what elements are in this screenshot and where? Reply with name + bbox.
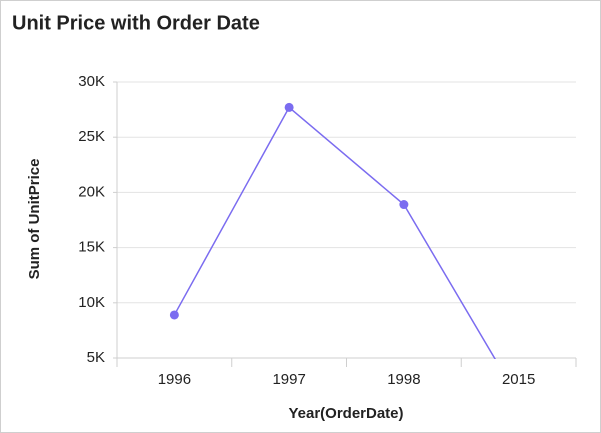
x-tick-label: 1996 bbox=[158, 371, 191, 388]
grid bbox=[113, 81, 577, 367]
data-point bbox=[169, 310, 179, 320]
y-tick-label: 30K bbox=[78, 73, 105, 90]
y-tick-label: 20K bbox=[78, 183, 105, 200]
data-point bbox=[399, 200, 409, 210]
y-tick-label: 10K bbox=[78, 294, 105, 311]
chart-title: Unit Price with Order Date bbox=[12, 12, 260, 34]
x-tick-label: 1998 bbox=[387, 371, 420, 388]
series-line bbox=[173, 106, 496, 359]
y-tick-label: 25K bbox=[78, 128, 105, 145]
data-point bbox=[514, 394, 523, 403]
x-tick-label: 2015 bbox=[502, 371, 535, 388]
x-tick-label: 1997 bbox=[272, 371, 305, 388]
y-axis-title: Sum of UnitPrice bbox=[26, 159, 43, 280]
data-point bbox=[284, 102, 294, 112]
plot-area bbox=[169, 102, 523, 403]
y-tick-label: 5K bbox=[87, 349, 105, 366]
x-axis-title: Year(OrderDate) bbox=[288, 405, 403, 422]
y-tick-label: 15K bbox=[78, 239, 105, 256]
